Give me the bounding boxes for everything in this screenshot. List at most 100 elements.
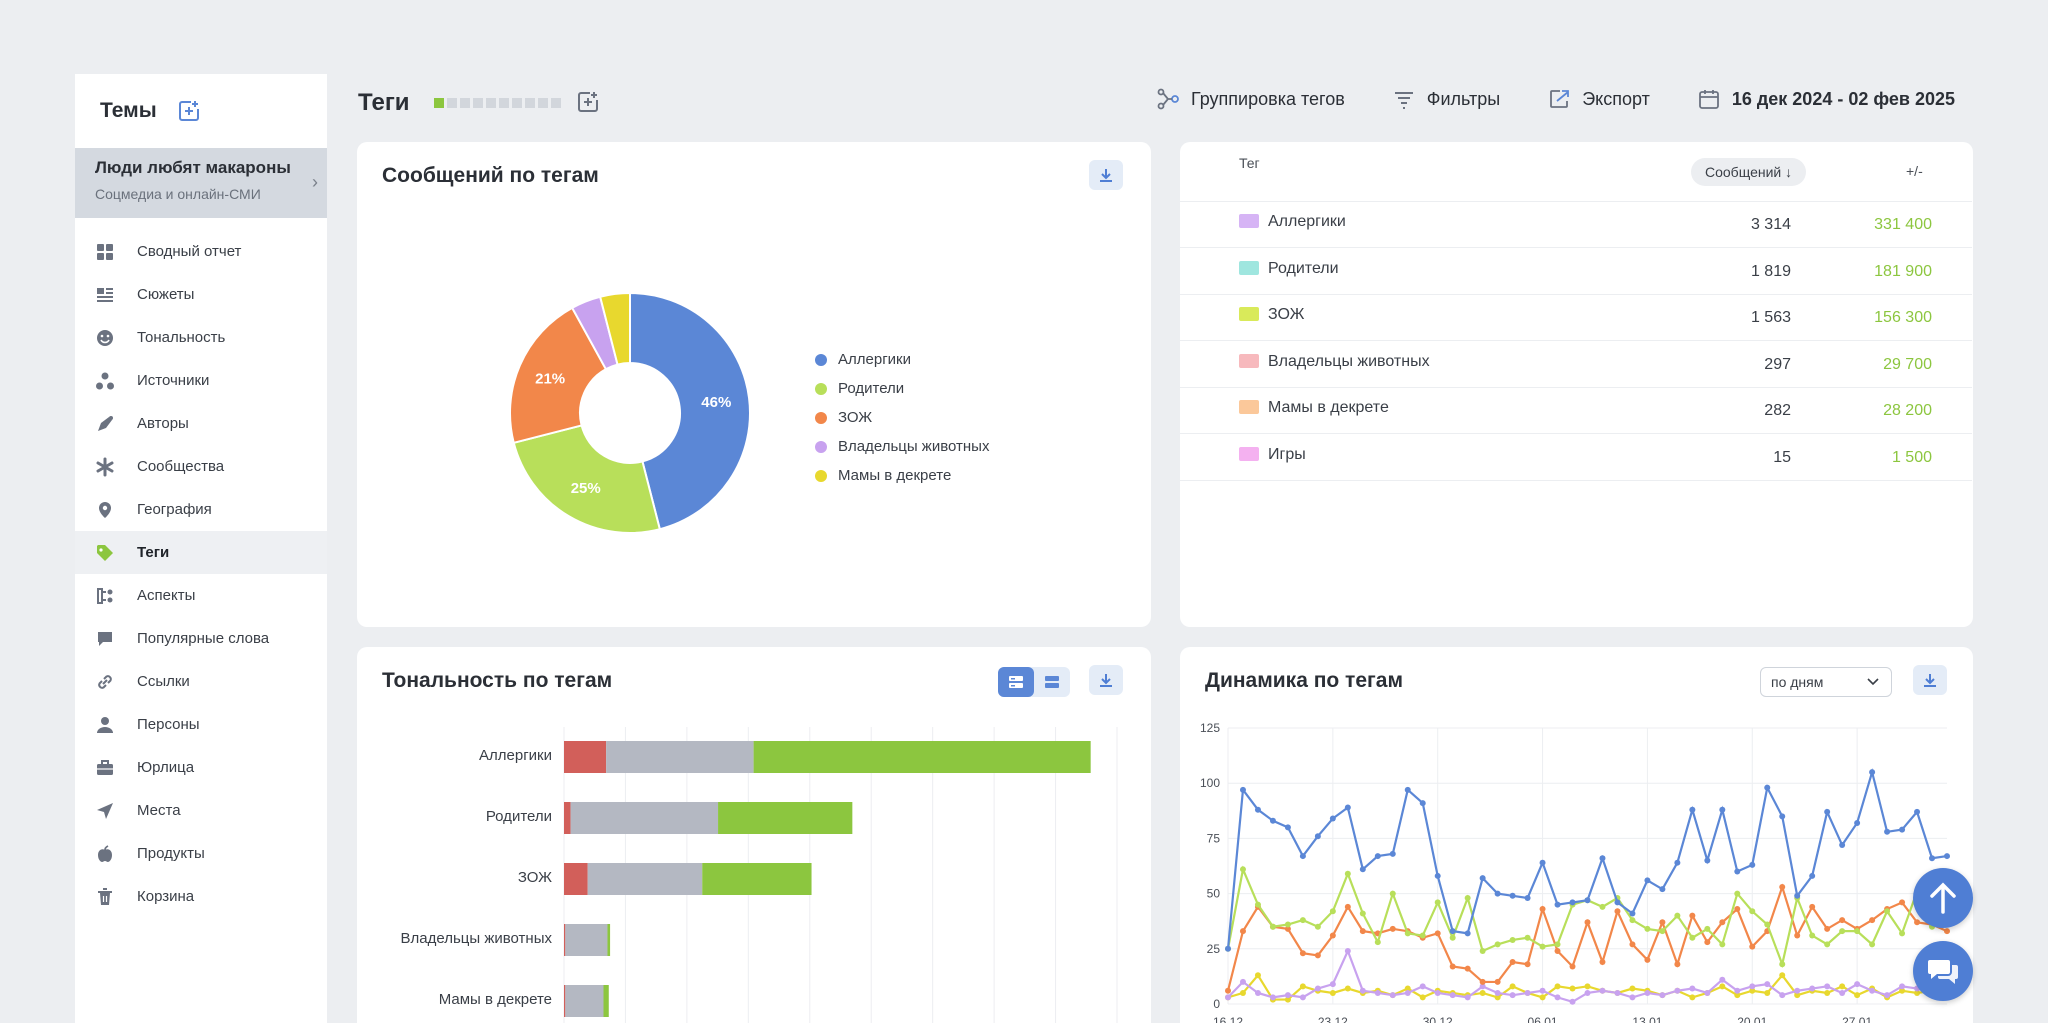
bar-segment-negative[interactable] [564, 863, 588, 895]
theme-pager[interactable] [434, 98, 561, 108]
series-point[interactable] [1314, 833, 1321, 840]
series-point[interactable] [1854, 981, 1861, 988]
series-point[interactable] [1599, 959, 1606, 966]
series-point[interactable] [1464, 994, 1471, 1001]
download-button[interactable] [1089, 665, 1123, 695]
series-point[interactable] [1704, 857, 1711, 864]
column-messages-sort[interactable]: Сообщений ↓ [1691, 158, 1807, 186]
series-point[interactable] [1674, 912, 1681, 919]
series-point[interactable] [1929, 855, 1936, 862]
series-point[interactable] [1869, 769, 1876, 776]
series-point[interactable] [1734, 987, 1741, 994]
series-point[interactable] [1509, 983, 1516, 990]
series-point[interactable] [1629, 994, 1636, 1001]
series-point[interactable] [1749, 987, 1756, 994]
series-point[interactable] [1659, 928, 1666, 935]
series-point[interactable] [1434, 989, 1441, 996]
series-point[interactable] [1944, 928, 1950, 935]
series-point[interactable] [1299, 983, 1306, 990]
sidebar-item-aspects[interactable]: Аспекты [75, 574, 327, 617]
series-point[interactable] [1329, 908, 1336, 915]
bar-segment-neutral[interactable] [606, 741, 754, 773]
series-point[interactable] [1824, 925, 1831, 932]
date-range-picker[interactable]: 16 дек 2024 - 02 фев 2025 [1698, 88, 1955, 110]
series-point[interactable] [1359, 910, 1366, 917]
bar-segment-neutral[interactable] [587, 863, 703, 895]
series-point[interactable] [1824, 808, 1831, 815]
series-line[interactable] [1226, 865, 1948, 969]
series-point[interactable] [1269, 923, 1276, 930]
series-point[interactable] [1404, 786, 1411, 793]
series-point[interactable] [1854, 928, 1861, 935]
series-point[interactable] [1479, 948, 1486, 955]
series-point[interactable] [1254, 806, 1261, 813]
download-button[interactable] [1089, 160, 1123, 190]
series-point[interactable] [1239, 989, 1246, 996]
series-point[interactable] [1944, 853, 1950, 860]
series-point[interactable] [1524, 934, 1531, 941]
stacked-view-button[interactable] [998, 667, 1034, 697]
series-point[interactable] [1314, 923, 1321, 930]
series-point[interactable] [1494, 989, 1501, 996]
series-point[interactable] [1869, 987, 1876, 994]
series-point[interactable] [1689, 934, 1696, 941]
series-point[interactable] [1674, 987, 1681, 994]
series-point[interactable] [1704, 925, 1711, 932]
series-point[interactable] [1869, 941, 1876, 948]
series-point[interactable] [1689, 985, 1696, 992]
series-point[interactable] [1479, 978, 1486, 985]
pager-dot[interactable] [473, 98, 483, 108]
column-diff[interactable]: +/- [1906, 163, 1923, 179]
pie-slice[interactable] [509, 306, 608, 445]
series-point[interactable] [1434, 930, 1441, 937]
series-point[interactable] [1884, 828, 1891, 835]
sidebar-item-trash[interactable]: Корзина [75, 875, 327, 918]
series-point[interactable] [1524, 895, 1531, 902]
series-point[interactable] [1449, 934, 1456, 941]
pager-dot[interactable] [512, 98, 522, 108]
series-point[interactable] [1674, 961, 1681, 968]
series-point[interactable] [1644, 956, 1651, 963]
series-point[interactable] [1569, 899, 1576, 906]
series-point[interactable] [1704, 989, 1711, 996]
series-point[interactable] [1239, 978, 1246, 985]
series-point[interactable] [1554, 994, 1561, 1001]
series-point[interactable] [1569, 985, 1576, 992]
series-point[interactable] [1899, 983, 1906, 990]
series-point[interactable] [1299, 917, 1306, 924]
series-point[interactable] [1479, 875, 1486, 882]
period-select[interactable]: по дням [1760, 667, 1892, 697]
series-point[interactable] [1584, 989, 1591, 996]
series-point[interactable] [1899, 987, 1906, 994]
series-point[interactable] [1419, 800, 1426, 807]
series-point[interactable] [1809, 903, 1816, 910]
grouped-view-button[interactable] [1034, 667, 1070, 697]
series-point[interactable] [1839, 928, 1846, 935]
series-point[interactable] [1554, 901, 1561, 908]
sidebar-item-grid[interactable]: Сводный отчет [75, 230, 327, 273]
sidebar-item-smile[interactable]: Тональность [75, 316, 327, 359]
series-point[interactable] [1464, 895, 1471, 902]
filters-button[interactable]: Фильтры [1393, 88, 1500, 110]
series-point[interactable] [1779, 992, 1786, 999]
series-point[interactable] [1494, 978, 1501, 985]
series-point[interactable] [1494, 890, 1501, 897]
series-point[interactable] [1449, 992, 1456, 999]
series-point[interactable] [1329, 815, 1336, 822]
series-point[interactable] [1779, 961, 1786, 968]
series-point[interactable] [1869, 917, 1876, 924]
series-point[interactable] [1749, 983, 1756, 990]
series-point[interactable] [1824, 989, 1831, 996]
series-point[interactable] [1794, 892, 1801, 899]
series-point[interactable] [1254, 989, 1261, 996]
series-point[interactable] [1674, 859, 1681, 866]
series-point[interactable] [1509, 936, 1516, 943]
series-point[interactable] [1419, 994, 1426, 1001]
column-tag[interactable]: Тег [1239, 155, 1260, 171]
series-point[interactable] [1629, 985, 1636, 992]
series-point[interactable] [1734, 906, 1741, 913]
table-row[interactable]: Владельцы животных 297 29 700 [1180, 342, 1972, 388]
series-point[interactable] [1719, 941, 1726, 948]
series-point[interactable] [1599, 987, 1606, 994]
pager-dot[interactable] [525, 98, 535, 108]
